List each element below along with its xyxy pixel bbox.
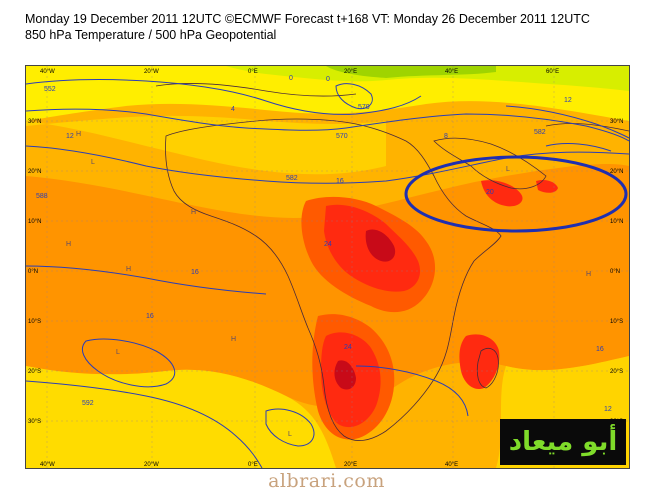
low-marker: L [91, 159, 95, 166]
logo-badge: أبو ميعاد [500, 419, 626, 465]
temp-label: 16 [146, 313, 154, 320]
highlight-ellipse [404, 155, 628, 233]
temp-label: 16 [336, 178, 344, 185]
low-marker: L [506, 166, 510, 173]
temp-label: 12 [66, 133, 74, 140]
high-marker: H [66, 241, 71, 248]
temp-label: 8 [444, 133, 448, 140]
southern-cool-region [26, 366, 336, 468]
extreme-hot-spot-2 [334, 360, 356, 390]
temp-label: 20 [486, 189, 494, 196]
cool-band-north [26, 66, 629, 121]
temp-label: 12 [564, 97, 572, 104]
contour-label-592: 592 [82, 400, 94, 407]
low-marker: L [116, 349, 120, 356]
europe-coastline [155, 83, 357, 97]
temp-label: 0 [326, 76, 330, 83]
hot-spot-arabian-sea [536, 179, 558, 193]
madagascar-coastline [476, 347, 499, 389]
temp-label: 0 [289, 75, 293, 82]
contour-label-570: 570 [336, 133, 348, 140]
hot-arabia [481, 180, 523, 207]
pressure-centres: H H H H H H L L L L [66, 131, 591, 438]
chart-title-block: Monday 19 December 2011 12UTC ©ECMWF For… [25, 11, 590, 43]
contour-label-588: 588 [36, 193, 48, 200]
high-marker: H [76, 131, 81, 138]
coldest-band-north [326, 66, 496, 78]
high-marker: H [231, 336, 236, 343]
africa-coastline [165, 118, 502, 441]
high-marker: H [586, 271, 591, 278]
temp-label: 16 [596, 346, 604, 353]
temp-label: 24 [324, 241, 332, 248]
contour-label-582-east: 582 [534, 129, 546, 136]
chart-subtitle: 850 hPa Temperature / 500 hPa Geopotenti… [25, 28, 277, 42]
map-svg: 552 570 582 588 592 582 570 0 0 4 8 12 1… [26, 66, 629, 468]
arabia-coastline [433, 137, 547, 190]
asia-coastline [545, 123, 629, 132]
contour-labels: 552 570 582 588 592 582 570 [36, 86, 546, 407]
high-marker: H [191, 209, 196, 216]
high-marker: H [126, 266, 131, 273]
contour-label-570-north: 570 [358, 104, 370, 111]
cold-band-north [226, 66, 629, 91]
graticule [26, 66, 629, 468]
temp-label: 16 [191, 269, 199, 276]
extreme-hot-spot-1 [365, 229, 396, 262]
contour-label-552: 552 [44, 86, 56, 93]
temp-label: 24 [344, 344, 352, 351]
weather-map: 552 570 582 588 592 582 570 0 0 4 8 12 1… [25, 65, 630, 469]
contour-label-582: 582 [286, 175, 298, 182]
chart-title: Monday 19 December 2011 12UTC ©ECMWF For… [25, 12, 590, 26]
low-marker: L [288, 431, 292, 438]
site-watermark: albrari.com [268, 470, 385, 492]
temp-label: 12 [604, 406, 612, 413]
temp-label: 4 [231, 106, 235, 113]
temperature-labels: 0 0 4 8 12 12 16 16 16 20 24 24 16 12 [66, 75, 612, 413]
